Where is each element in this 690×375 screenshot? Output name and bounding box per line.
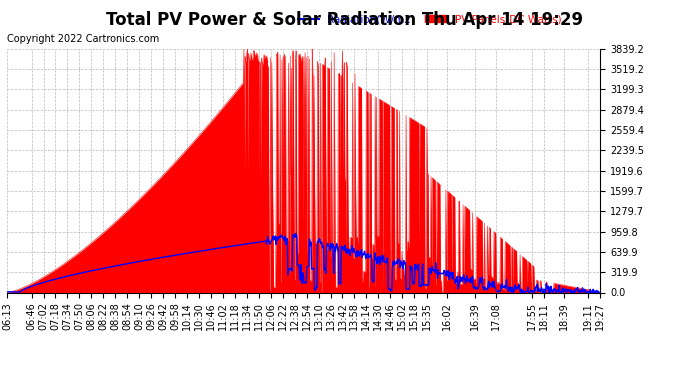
- Text: Total PV Power & Solar Radiation Thu Apr 14 19:29: Total PV Power & Solar Radiation Thu Apr…: [106, 11, 584, 29]
- Text: Copyright 2022 Cartronics.com: Copyright 2022 Cartronics.com: [7, 34, 159, 44]
- Legend: Radiation(W/m2), PV Panels(DC Watts): Radiation(W/m2), PV Panels(DC Watts): [294, 10, 565, 28]
